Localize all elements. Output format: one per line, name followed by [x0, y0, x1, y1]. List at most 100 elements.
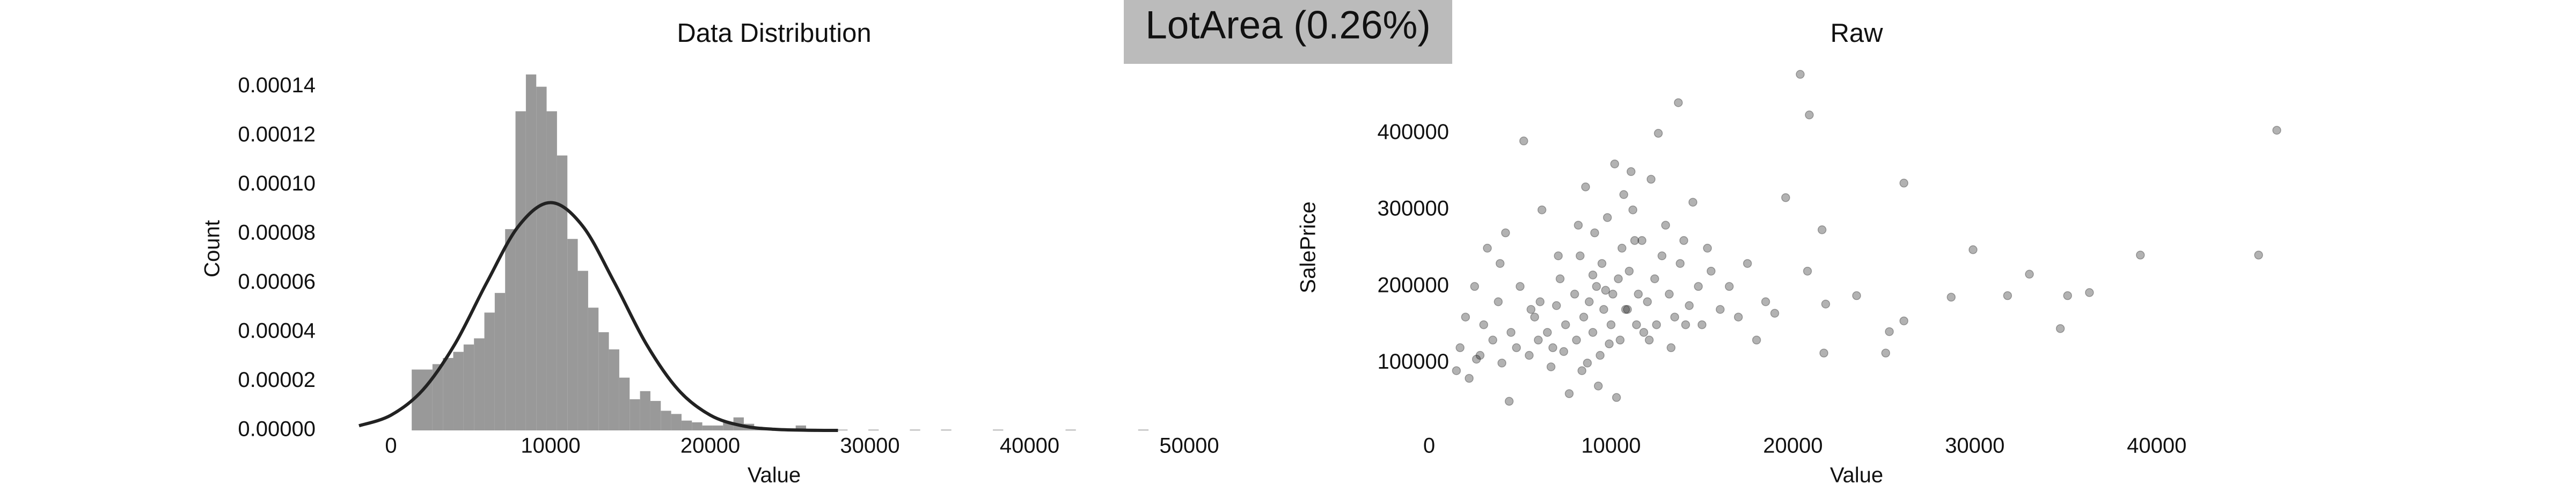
histogram-bar [692, 422, 702, 430]
scatter-point [1968, 245, 1978, 254]
y-axis-label: SalePrice [1297, 201, 1320, 293]
scatter-point [2085, 288, 2094, 297]
x-tick-label: 0 [1423, 434, 1435, 458]
x-tick-label: 10000 [521, 434, 580, 458]
scatter-point [1501, 228, 1510, 238]
y-tick-label: 300000 [1378, 197, 1449, 221]
scatter-point [1610, 159, 1619, 169]
scatter-point [1506, 328, 1516, 337]
scatter-point [1724, 282, 1734, 291]
scatter-point [1688, 197, 1697, 207]
y-tick-label: 0.00008 [238, 221, 316, 245]
scatter-point [1526, 305, 1536, 314]
scatter-point [1470, 282, 1479, 291]
scatter-point [1626, 167, 1636, 176]
y-tick-label: 0.00012 [238, 123, 316, 147]
scatter-point [1657, 251, 1667, 260]
histogram-bar [598, 332, 609, 430]
scatter-point [1548, 343, 1557, 353]
scatter-point [1572, 335, 1581, 345]
histogram-bar [453, 352, 464, 430]
scatter-point [1530, 312, 1539, 322]
scatter-point [1781, 193, 1790, 202]
scatter-point [1803, 266, 1812, 276]
histogram-bar [661, 411, 671, 430]
y-tick-label: 0.00004 [238, 319, 316, 343]
scatter-point [1608, 289, 1618, 299]
scatter-point [1570, 289, 1579, 299]
scatter-point [1537, 205, 1547, 215]
scatter-point [2272, 126, 2281, 135]
title-box [1124, 0, 1452, 64]
histogram-bar [432, 364, 443, 430]
x-axis-label: Value [748, 464, 801, 483]
histogram-bar [577, 270, 588, 430]
histogram-bar [567, 239, 578, 430]
plot-title: Raw [1830, 19, 1883, 48]
scatter-point [1559, 347, 1569, 356]
scatter-point [1646, 174, 1656, 184]
scatter-point [1716, 305, 1725, 314]
scatter-point [1694, 282, 1703, 291]
scatter-point [1512, 343, 1521, 353]
scatter-point [1621, 305, 1630, 314]
scatter-point [1555, 274, 1565, 283]
y-axis-label: Count [201, 220, 224, 277]
scatter-point [1543, 328, 1552, 337]
x-axis-label: Value [1830, 464, 1883, 483]
x-tick-label: 0 [385, 434, 397, 458]
scatter-point [1650, 274, 1659, 283]
scatter-point [1614, 274, 1623, 283]
histogram-bar [494, 292, 506, 430]
y-tick-label: 0.00000 [238, 418, 316, 441]
scatter-point [2063, 291, 2072, 301]
histogram-bar [712, 425, 723, 430]
scatter-point [1588, 270, 1598, 280]
scatter-point [1665, 289, 1674, 299]
scatter-point [1488, 335, 1497, 345]
histogram-bar [484, 312, 495, 430]
scatter-point [1632, 320, 1641, 330]
y-tick-label: 200000 [1378, 273, 1449, 297]
histogram-bar [515, 111, 526, 431]
scatter-point [1679, 236, 1688, 245]
scatter-point [1670, 312, 1679, 322]
y-tick-label: 400000 [1378, 120, 1449, 144]
scatter-point [1605, 339, 1614, 349]
histogram-bar [546, 111, 557, 431]
scatter-point [1761, 297, 1770, 306]
scatter-point [1592, 282, 1601, 291]
scatter-point [1497, 358, 1506, 368]
scatter-point [1535, 297, 1545, 306]
scatter-point [1475, 350, 1485, 360]
scatter-point [1494, 297, 1503, 306]
histogram-bar [588, 308, 599, 430]
histogram-bar [536, 86, 547, 430]
scatter-point [1685, 301, 1694, 310]
scatter-point [1472, 355, 1481, 364]
scatter-point [1583, 358, 1592, 368]
scatter-point [1819, 348, 1828, 358]
scatter-point [1805, 110, 1814, 120]
scatter-point [1534, 335, 1543, 345]
histogram-bar [640, 391, 650, 430]
histogram-bar [422, 369, 433, 430]
x-tick-label: 10000 [1581, 434, 1641, 458]
scatter-point [1752, 335, 1761, 345]
scatter-point [1577, 366, 1586, 375]
scatter-point [1601, 286, 1611, 295]
histogram-bar [681, 420, 692, 430]
scatter-point [1452, 366, 1461, 375]
scatter-point [1579, 312, 1589, 322]
scatter-point [1606, 320, 1616, 330]
x-tick-label: 30000 [840, 434, 899, 458]
scatter-point [1653, 129, 1663, 138]
histogram-bar [609, 349, 619, 430]
scatter-point [1552, 301, 1561, 310]
x-tick-label: 40000 [1000, 434, 1059, 458]
histogram-bar [650, 401, 661, 430]
scatter-point [2135, 251, 2145, 260]
scatter-point [1639, 328, 1649, 337]
y-tick-label: 0.00014 [238, 74, 316, 97]
